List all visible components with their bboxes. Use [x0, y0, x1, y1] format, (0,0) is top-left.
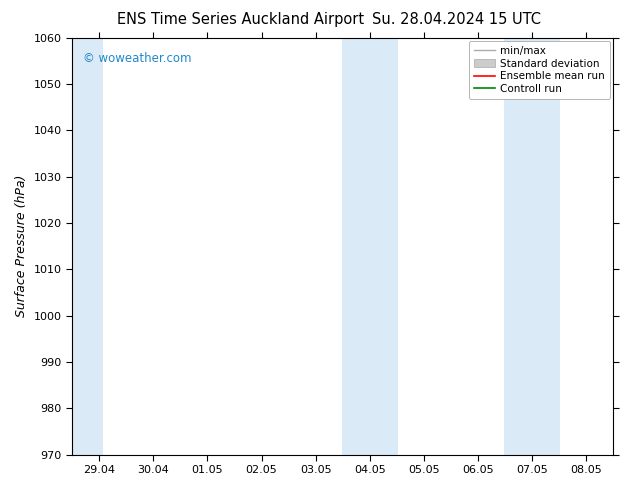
Bar: [342, 38, 398, 455]
Legend: min/max, Standard deviation, Ensemble mean run, Controll run: min/max, Standard deviation, Ensemble me…: [469, 41, 611, 99]
Text: © woweather.com: © woweather.com: [83, 52, 191, 65]
Bar: [504, 38, 560, 455]
Text: ENS Time Series Auckland Airport: ENS Time Series Auckland Airport: [117, 12, 365, 27]
Bar: [72, 38, 103, 455]
Y-axis label: Surface Pressure (hPa): Surface Pressure (hPa): [15, 175, 28, 318]
Text: Su. 28.04.2024 15 UTC: Su. 28.04.2024 15 UTC: [372, 12, 541, 27]
